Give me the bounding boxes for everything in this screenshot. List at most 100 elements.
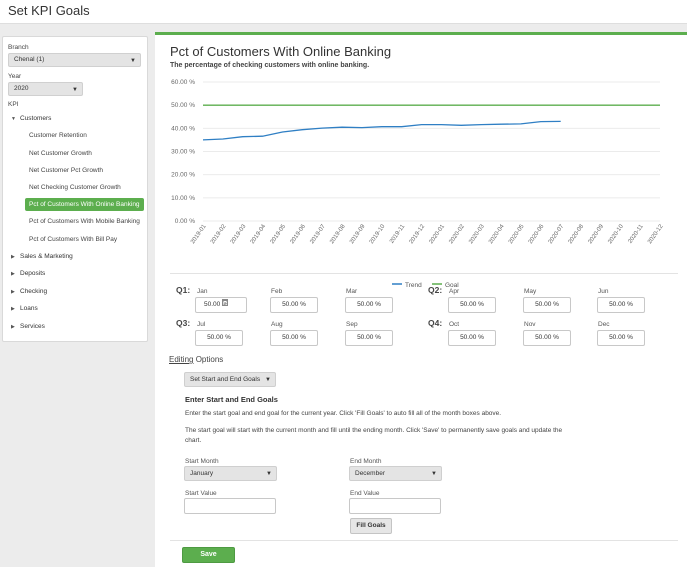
- tree-item-online-banking[interactable]: Pct of Customers With Online Banking: [25, 198, 144, 211]
- chevron-down-icon: ▼: [266, 471, 272, 477]
- start-month-select[interactable]: January ▼: [184, 466, 277, 481]
- end-value-input[interactable]: [349, 498, 441, 514]
- end-month-label: End Month: [350, 458, 382, 465]
- sep-label: Sep: [346, 321, 358, 328]
- tree-group-loans[interactable]: ▶ Loans: [11, 305, 38, 312]
- save-button[interactable]: Save: [182, 547, 235, 563]
- x-tick-label: 2020-07: [548, 223, 566, 245]
- tree-group-label: Deposits: [20, 270, 46, 277]
- kpi-description: The percentage of checking customers wit…: [170, 62, 370, 69]
- tree-item-net-customer-growth[interactable]: Net Customer Growth: [29, 150, 92, 157]
- x-tick-label: 2020-01: [429, 223, 447, 245]
- branch-select[interactable]: Chenal (1) ▼: [8, 53, 141, 67]
- divider: [170, 540, 678, 541]
- feb-goal-input[interactable]: 50.00 %: [270, 297, 318, 313]
- kpi-panel: Pct of Customers With Online Banking The…: [155, 32, 687, 567]
- x-tick-label: 2020-11: [627, 223, 645, 245]
- dec-goal-input[interactable]: 50.00 %: [597, 330, 645, 346]
- editing-mode-select[interactable]: Set Start and End Goals ▼: [184, 372, 276, 387]
- start-value-input[interactable]: [184, 498, 276, 514]
- apr-goal-input[interactable]: 50.00 %: [448, 297, 496, 313]
- apr-label: Apr: [449, 288, 460, 295]
- x-tick-label: 2020-12: [647, 223, 665, 245]
- end-month-select[interactable]: December ▼: [349, 466, 442, 481]
- tree-group-sales-marketing[interactable]: ▶ Sales & Marketing: [11, 253, 73, 260]
- tree-group-deposits[interactable]: ▶ Deposits: [11, 270, 45, 277]
- start-value-label: Start Value: [185, 490, 217, 497]
- dec-label: Dec: [598, 321, 610, 328]
- tree-item-bill-pay[interactable]: Pct of Customers With Bill Pay: [29, 236, 118, 243]
- kpi-title: Pct of Customers With Online Banking: [170, 44, 392, 59]
- editing-options-link[interactable]: Editing: [169, 355, 194, 364]
- x-tick-label: 2019-01: [190, 223, 208, 245]
- x-tick-label: 2019-10: [369, 223, 387, 245]
- chevron-down-icon: ▼: [130, 58, 136, 64]
- oct-goal-input[interactable]: 50.00 %: [448, 330, 496, 346]
- x-tick-label: 2019-04: [250, 223, 268, 245]
- tree-group-services[interactable]: ▶ Services: [11, 323, 45, 330]
- series-line-trend: [202, 120, 561, 141]
- x-tick-label: 2019-02: [210, 223, 228, 245]
- tree-group-checking[interactable]: ▶ Checking: [11, 288, 47, 295]
- tree-group-customers[interactable]: ▼ Customers: [11, 115, 51, 122]
- kpi-label: KPI: [8, 101, 19, 108]
- y-tick-label: 40.00 %: [171, 125, 195, 132]
- branch-label: Branch: [8, 44, 29, 51]
- y-tick-label: 0.00 %: [175, 218, 195, 225]
- jun-goal-input[interactable]: 50.00 %: [597, 297, 645, 313]
- tree-group-label: Customers: [20, 115, 52, 122]
- calendar-icon[interactable]: [222, 299, 228, 306]
- x-tick-label: 2019-08: [329, 223, 347, 245]
- tree-item-net-customer-pct-growth[interactable]: Net Customer Pct Growth: [29, 167, 104, 174]
- caret-right-icon: ▶: [11, 271, 15, 277]
- mar-label: Mar: [346, 288, 358, 295]
- editing-mode-value: Set Start and End Goals: [190, 376, 261, 383]
- oct-label: Oct: [449, 321, 460, 328]
- tree-item-customer-retention[interactable]: Customer Retention: [29, 132, 87, 139]
- x-tick-label: 2019-03: [230, 223, 248, 245]
- nov-goal-input[interactable]: 50.00 %: [523, 330, 571, 346]
- legend-label: Goal: [445, 282, 459, 289]
- year-select[interactable]: 2020 ▼: [8, 82, 83, 96]
- sep-goal-input[interactable]: 50.00 %: [345, 330, 393, 346]
- caret-right-icon: ▶: [11, 289, 15, 295]
- x-tick-label: 2020-09: [587, 223, 605, 245]
- y-tick-label: 20.00 %: [171, 172, 195, 179]
- caret-right-icon: ▶: [11, 306, 15, 312]
- tree-item-net-checking-customer-growth[interactable]: Net Checking Customer Growth: [29, 184, 121, 191]
- end-month-value: December: [355, 470, 385, 477]
- x-tick-label: 2019-05: [270, 223, 288, 245]
- jan-goal-input[interactable]: 50.00 %: [195, 297, 247, 313]
- y-tick-label: 30.00 %: [171, 149, 195, 156]
- year-label: Year: [8, 73, 22, 80]
- kpi-line-chart: 0.00 % 10.00 % 20.00 % 30.00 % 40.00 % 50.00 …: [171, 79, 665, 289]
- y-tick-label: 10.00 %: [171, 195, 195, 202]
- aug-goal-input[interactable]: 50.00 %: [270, 330, 318, 346]
- mar-goal-input[interactable]: 50.00 %: [345, 297, 393, 313]
- q4-label: Q4:: [428, 318, 443, 328]
- jul-goal-input[interactable]: 50.00 %: [195, 330, 243, 346]
- x-tick-label: 2020-10: [607, 223, 625, 245]
- x-tick-label: 2020-05: [508, 223, 526, 245]
- instructions-fill: Enter the start goal and end goal for th…: [185, 410, 502, 417]
- x-tick-label: 2019-12: [409, 223, 427, 245]
- nov-label: Nov: [524, 321, 536, 328]
- chevron-down-icon: ▼: [265, 377, 271, 383]
- x-tick-label: 2019-06: [289, 223, 307, 245]
- x-tick-label: 2019-07: [309, 223, 327, 245]
- may-label: May: [524, 288, 537, 295]
- tree-group-label: Checking: [20, 288, 48, 295]
- fill-goals-button[interactable]: Fill Goals: [350, 518, 392, 534]
- jul-label: Jul: [197, 321, 206, 328]
- page-header: Set KPI Goals: [0, 0, 687, 24]
- jun-label: Jun: [598, 288, 609, 295]
- caret-right-icon: ▶: [11, 324, 15, 330]
- tree-item-mobile-banking[interactable]: Pct of Customers With Mobile Banking: [29, 218, 140, 225]
- x-tick-label: 2020-02: [448, 223, 466, 245]
- may-goal-input[interactable]: 50.00 %: [523, 297, 571, 313]
- start-month-value: January: [190, 470, 214, 477]
- tree-group-label: Services: [20, 323, 45, 330]
- x-tick-label: 2019-11: [389, 223, 407, 245]
- feb-label: Feb: [271, 288, 283, 295]
- x-tick-label: 2020-06: [528, 223, 546, 245]
